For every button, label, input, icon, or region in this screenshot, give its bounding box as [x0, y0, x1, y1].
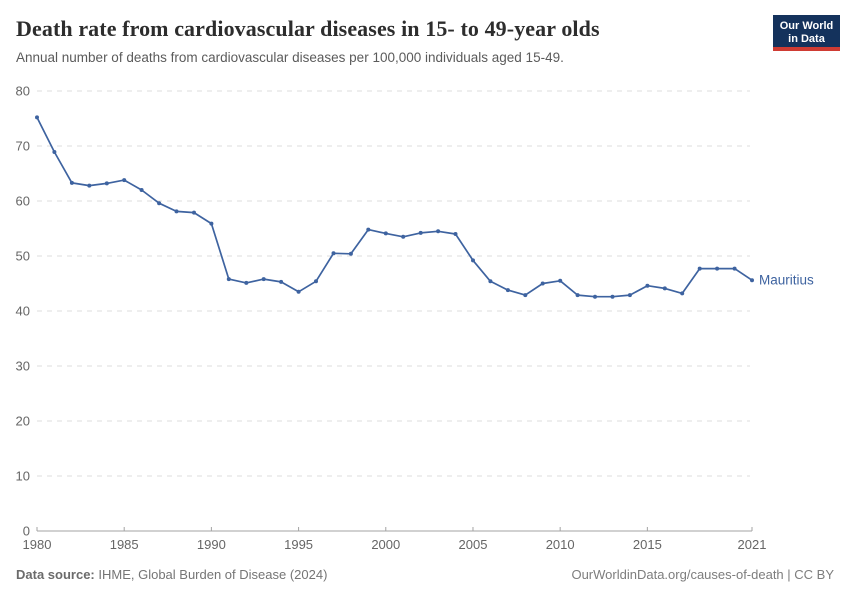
data-point-1982 — [69, 180, 74, 185]
data-point-2018 — [697, 266, 702, 271]
data-point-1992 — [244, 280, 249, 285]
data-point-2002 — [418, 230, 423, 235]
x-axis-tick-label-2010: 2010 — [546, 537, 575, 552]
data-point-2013 — [610, 294, 615, 299]
owid-logo-line2: in Data — [788, 33, 825, 45]
page-subtitle: Annual number of deaths from cardiovascu… — [16, 50, 564, 65]
x-axis-tick-label-2021: 2021 — [738, 537, 767, 552]
data-source-value: IHME, Global Burden of Disease (2024) — [94, 567, 328, 582]
y-axis-tick-label-30: 30 — [16, 359, 30, 374]
data-point-2009 — [540, 281, 545, 286]
y-axis-tick-label-80: 80 — [16, 84, 30, 99]
x-axis-tick-label-1995: 1995 — [284, 537, 313, 552]
data-point-1996 — [314, 279, 318, 284]
data-point-1994 — [279, 279, 284, 284]
data-point-2017 — [680, 291, 685, 296]
y-axis-tick-label-0: 0 — [23, 524, 30, 539]
x-axis-tick-label-2005: 2005 — [459, 537, 488, 552]
data-point-2019 — [715, 266, 720, 271]
x-axis-tick-label-1980: 1980 — [23, 537, 52, 552]
data-point-1993 — [261, 277, 266, 282]
owid-logo-red-bar — [773, 47, 840, 51]
data-point-2005 — [471, 258, 475, 263]
data-point-2015 — [645, 283, 650, 288]
data-source-label: Data source: — [16, 567, 95, 582]
owid-logo: Our World in Data — [773, 15, 840, 51]
data-point-2012 — [593, 294, 597, 299]
y-axis-tick-label-20: 20 — [16, 414, 30, 429]
y-axis-tick-label-70: 70 — [16, 139, 30, 154]
data-point-1995 — [296, 289, 301, 294]
data-point-1985 — [122, 178, 127, 183]
data-point-1997 — [331, 251, 336, 256]
x-axis-tick-label-1990: 1990 — [197, 537, 226, 552]
x-axis-tick-label-2000: 2000 — [371, 537, 400, 552]
data-point-1989 — [192, 210, 196, 215]
data-point-2000 — [383, 231, 388, 236]
data-point-2014 — [627, 293, 632, 298]
data-point-1999 — [366, 227, 371, 232]
data-point-1980 — [35, 115, 39, 120]
series-end-label: Mauritius — [759, 273, 814, 288]
y-axis-tick-label-10: 10 — [16, 469, 30, 484]
data-point-1983 — [87, 183, 92, 188]
data-point-1988 — [174, 209, 179, 214]
data-point-1984 — [104, 181, 109, 186]
data-point-1987 — [157, 201, 162, 206]
data-point-1998 — [348, 251, 353, 256]
y-axis-tick-label-60: 60 — [16, 194, 30, 209]
data-point-1981 — [52, 150, 57, 154]
y-axis-tick-label-50: 50 — [16, 249, 30, 264]
license-note: OurWorldinData.org/causes-of-death | CC … — [571, 567, 834, 582]
series-line-mauritius — [36, 116, 753, 298]
owid-logo-line1: Our World — [779, 20, 834, 32]
data-point-2004 — [453, 232, 458, 236]
data-point-2006 — [488, 279, 493, 284]
page-title: Death rate from cardiovascular diseases … — [16, 16, 600, 41]
x-axis-tick-label-1985: 1985 — [110, 537, 139, 552]
data-point-2003 — [436, 229, 441, 234]
data-point-2016 — [662, 286, 667, 291]
data-source-note: Data source: IHME, Global Burden of Dise… — [16, 567, 327, 582]
data-point-2007 — [505, 288, 510, 293]
y-axis-tick-label-40: 40 — [16, 304, 30, 319]
data-point-2011 — [575, 293, 580, 298]
x-axis-tick-label-2015: 2015 — [633, 537, 662, 552]
data-point-2010 — [558, 278, 563, 283]
data-point-1990 — [209, 221, 214, 226]
data-point-2020 — [732, 266, 737, 271]
data-point-2021 — [750, 278, 754, 283]
data-point-2001 — [401, 234, 406, 239]
data-point-1986 — [139, 188, 144, 192]
data-point-2008 — [523, 293, 528, 298]
chart-footer: Data source: IHME, Global Burden of Dise… — [16, 567, 834, 582]
data-point-1991 — [226, 277, 231, 282]
